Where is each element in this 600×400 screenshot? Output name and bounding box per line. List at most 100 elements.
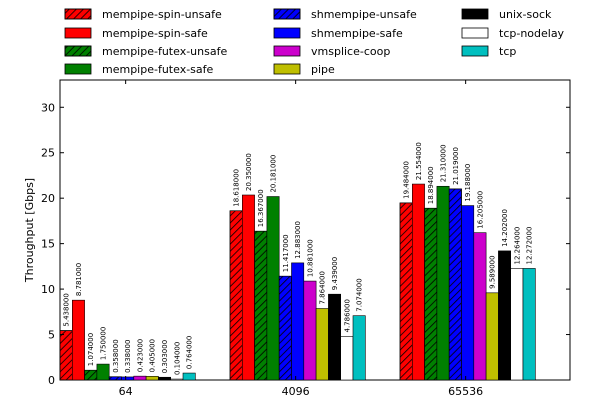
legend-label: mempipe-futex-unsafe: [102, 45, 227, 58]
bar: [498, 250, 511, 381]
plot-area: 5.438000 8.781000 1.074000 1.750000 0.358000…: [41, 79, 571, 398]
bar: [266, 196, 280, 381]
legend-swatch: [64, 27, 92, 39]
y-tick-label: 25: [41, 147, 55, 160]
bar-hatch: [59, 330, 73, 381]
y-tick-label: 30: [41, 101, 55, 114]
legend-label: pipe: [311, 63, 335, 76]
bar: [145, 376, 159, 381]
data-label: 8.781000: [75, 263, 83, 296]
x-axis: 64 4096 65536: [119, 80, 483, 398]
y-tick-label: 0: [48, 374, 55, 387]
bar: [461, 205, 475, 381]
data-label: 18.894000: [427, 166, 435, 204]
bar: [352, 315, 366, 381]
data-labels: 5.438000 8.781000 1.074000 1.750000 0.358000…: [63, 142, 534, 375]
x-tick-label: 4096: [282, 385, 310, 398]
data-label: 0.358000: [112, 339, 120, 372]
legend-swatch: [273, 27, 301, 39]
data-label: 9.439000: [331, 257, 339, 290]
bar-hatch: [399, 202, 413, 381]
bar: [473, 232, 487, 381]
bar-hatch: [84, 369, 98, 381]
legend-label: unix-sock: [499, 8, 552, 21]
y-tick-label: 5: [48, 329, 55, 342]
bar: [315, 308, 329, 381]
y-tick-label: 15: [41, 238, 55, 251]
bar-hatch: [254, 230, 268, 381]
bar: [340, 336, 354, 381]
x-tick-label: 65536: [448, 385, 483, 398]
legend-label: mempipe-futex-safe: [102, 63, 214, 76]
data-label: 12.272000: [526, 227, 534, 265]
bar: [158, 376, 171, 381]
bar: [436, 185, 450, 381]
bar: [485, 292, 499, 381]
data-label: 7.864000: [319, 271, 327, 304]
bar: [303, 280, 317, 381]
data-label: 21.310000: [440, 144, 448, 182]
data-label: 5.438000: [63, 293, 71, 326]
legend-swatch: [273, 45, 301, 57]
legend: mempipe-spin-unsafe mempipe-spin-safe memp…: [64, 8, 565, 76]
data-label: 1.750000: [100, 327, 108, 360]
data-label: 9.589000: [489, 255, 497, 288]
bar: [522, 268, 536, 381]
legend-label: tcp-nodelay: [499, 27, 565, 40]
bar: [121, 376, 135, 381]
legend-label: mempipe-spin-safe: [102, 27, 208, 40]
legend-swatch: [461, 8, 489, 20]
bar: [411, 183, 425, 381]
legend-swatch-hatch: [64, 45, 92, 57]
data-label: 0.303000: [161, 340, 169, 373]
data-label: 4.786000: [343, 299, 351, 332]
data-label: 12.264000: [513, 227, 521, 265]
legend-label: mempipe-spin-unsafe: [102, 8, 222, 21]
data-label: 0.764000: [186, 336, 194, 369]
data-label: 20.181000: [270, 155, 278, 193]
data-label: 21.554000: [415, 142, 423, 180]
x-tick-label: 64: [119, 385, 133, 398]
bars: [59, 183, 536, 381]
data-label: 12.883000: [294, 221, 302, 259]
bar-hatch: [424, 207, 438, 381]
legend-swatch: [461, 45, 489, 57]
bar: [291, 262, 305, 381]
data-label: 10.881000: [306, 239, 314, 277]
legend-swatch-hatch: [273, 8, 301, 20]
data-label: 0.338000: [124, 340, 132, 373]
data-label: 16.367000: [257, 189, 265, 227]
legend-swatch: [273, 63, 301, 75]
y-axis-label: Throughput [Gbps]: [23, 178, 36, 283]
bar-hatch: [278, 275, 292, 381]
data-label: 20.350000: [245, 153, 253, 191]
data-label: 0.405000: [149, 339, 157, 372]
data-label: 14.202000: [501, 209, 509, 247]
y-axis: 0 5 10 15 20 25 30: [41, 101, 570, 387]
data-label: 19.484000: [403, 161, 411, 199]
data-label: 11.417000: [282, 234, 290, 272]
bar: [133, 375, 147, 381]
data-label: 7.074000: [356, 278, 364, 311]
data-label: 18.618000: [233, 169, 241, 207]
data-label: 0.423000: [136, 339, 144, 372]
y-tick-label: 10: [41, 283, 55, 296]
legend-swatch: [461, 27, 489, 39]
bar: [72, 299, 85, 381]
legend-swatch-hatch: [64, 8, 92, 20]
data-label: 16.205000: [476, 191, 484, 229]
data-label: 1.074000: [87, 333, 95, 366]
legend-label: tcp: [499, 45, 516, 58]
bar: [182, 372, 196, 381]
legend-label: shmempipe-unsafe: [311, 8, 417, 21]
bar: [96, 363, 110, 381]
data-label: 0.104000: [173, 342, 181, 375]
bar-hatch: [229, 210, 243, 381]
bar: [170, 378, 184, 381]
legend-label: vmsplice-coop: [311, 45, 390, 58]
legend-swatch: [64, 63, 92, 75]
bar: [242, 194, 255, 381]
bar-hatch: [448, 188, 462, 381]
data-label: 21.019000: [452, 147, 460, 185]
